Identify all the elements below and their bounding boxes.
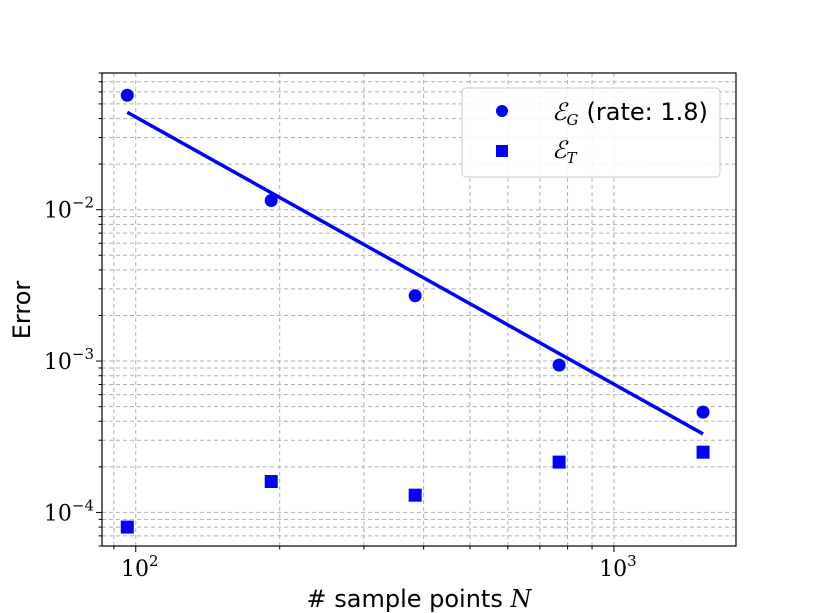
point-error-t <box>696 445 710 459</box>
x-axis-label-text: # sample points <box>307 585 503 613</box>
x-tick-label-base: 10 <box>599 557 627 582</box>
x-tick-label-exponent: 2 <box>149 552 159 570</box>
legend-entry-1-sub: G <box>567 111 579 129</box>
x-tick-label: 102 <box>121 552 159 582</box>
fit-lines <box>126 110 704 436</box>
point-error-g <box>696 405 710 419</box>
point-error-t <box>408 488 422 502</box>
y-tick-label: 10−3 <box>44 345 94 375</box>
x-tick-label-base: 10 <box>121 557 149 582</box>
legend-entry-2-symbol: ℰ <box>552 136 569 164</box>
legend-entry-2: ℰT <box>552 136 578 167</box>
y-tick-label-base: 10 <box>44 350 72 375</box>
y-tick-label-exponent: −2 <box>72 194 94 212</box>
point-error-t <box>120 520 134 534</box>
y-tick-label-exponent: −3 <box>72 345 94 363</box>
point-error-g <box>408 289 422 303</box>
x-axis-label-math: N <box>509 585 532 613</box>
y-tick-label-base: 10 <box>44 199 72 224</box>
y-tick-label-exponent: −4 <box>72 496 94 514</box>
fit-line-rate <box>126 110 704 436</box>
legend: ℰG (rate: 1.8) ℰT <box>461 87 721 178</box>
legend-box <box>461 87 721 178</box>
y-tick-label-base: 10 <box>44 501 72 526</box>
point-error-g <box>552 358 566 372</box>
x-tick-label: 103 <box>599 552 637 582</box>
y-tick-label: 10−2 <box>44 194 94 224</box>
legend-entry-2-sub: T <box>567 149 578 167</box>
legend-entry-1-suffix: (rate: 1.8) <box>587 98 708 126</box>
axis-ticks <box>96 72 615 552</box>
x-axis-label: # sample points N <box>307 585 533 613</box>
legend-marker-circle <box>496 105 508 117</box>
plot-area-frame <box>101 72 737 547</box>
point-error-t <box>552 455 566 469</box>
data-points <box>120 88 710 534</box>
y-axis-label: Error <box>8 281 36 340</box>
legend-entry-1-symbol: ℰ <box>552 98 569 126</box>
legend-entry-1: ℰG (rate: 1.8) <box>552 98 708 129</box>
point-error-g <box>120 88 134 102</box>
y-tick-label: 10−4 <box>44 496 94 526</box>
legend-marker-square <box>496 145 508 157</box>
x-tick-label-exponent: 3 <box>627 552 637 570</box>
grid <box>102 72 736 547</box>
point-error-t <box>264 475 278 489</box>
point-error-g <box>264 194 278 208</box>
